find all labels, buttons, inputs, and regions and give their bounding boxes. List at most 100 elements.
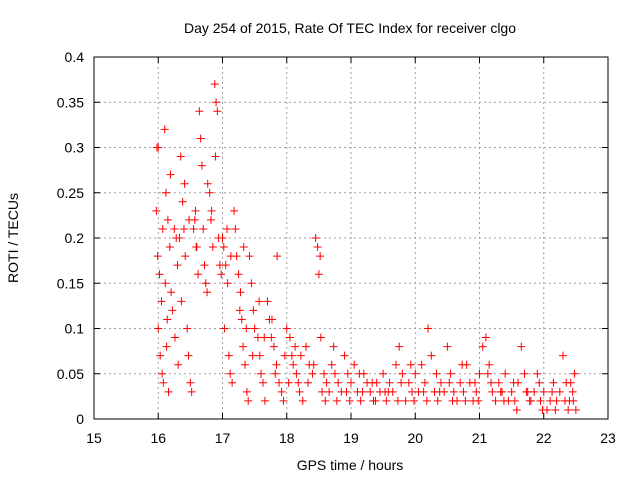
data-point-marker [517, 342, 526, 351]
data-point-marker [186, 378, 195, 387]
chart-title: Day 254 of 2015, Rate Of TEC Index for r… [184, 20, 516, 36]
x-tick-label: 20 [407, 430, 423, 446]
data-point-marker [459, 387, 468, 396]
data-point-marker [342, 387, 351, 396]
data-point-marker [285, 333, 294, 342]
data-point-marker [289, 360, 298, 369]
data-point-marker [345, 396, 354, 405]
data-point-marker [208, 243, 217, 252]
x-tick-label: 16 [150, 430, 166, 446]
data-point-marker [507, 387, 516, 396]
data-point-marker [263, 297, 272, 306]
data-point-marker [159, 378, 168, 387]
data-point-marker [509, 378, 518, 387]
data-point-marker [189, 224, 198, 233]
data-point-marker [535, 378, 544, 387]
data-point-marker [234, 270, 243, 279]
data-point-marker [165, 243, 174, 252]
data-point-marker [174, 360, 183, 369]
data-point-marker [195, 107, 204, 116]
data-point-marker [201, 279, 210, 288]
x-tick-label: 15 [86, 430, 102, 446]
data-point-marker [551, 405, 560, 414]
data-point-marker [218, 234, 227, 242]
data-point-marker [155, 270, 164, 279]
data-point-marker [152, 206, 161, 215]
y-tick-label: 0.1 [65, 321, 85, 337]
data-point-marker [404, 378, 413, 387]
data-point-marker [219, 243, 228, 252]
data-point-marker [487, 378, 496, 387]
data-point-marker [236, 288, 245, 297]
data-point-marker [471, 378, 480, 387]
data-point-marker [291, 342, 300, 351]
data-point-marker [458, 360, 467, 369]
data-point-marker [420, 378, 429, 387]
data-point-marker [183, 324, 192, 333]
x-tick-label: 18 [279, 430, 295, 446]
data-point-marker [242, 387, 251, 396]
data-point-marker [180, 179, 189, 188]
grid [94, 57, 608, 419]
data-point-marker [273, 252, 282, 261]
axis-ticks: 15 16 17 18 19 20 21 22 23 0 0.05 0.1 0.15 0.2 0.25 0.3… [57, 49, 616, 446]
data-point-marker [472, 387, 481, 396]
data-point-marker [275, 378, 284, 387]
data-point-marker [175, 234, 184, 242]
data-point-marker [570, 369, 579, 378]
data-point-marker [427, 351, 436, 360]
data-point-marker [298, 396, 307, 405]
data-point-marker [446, 369, 455, 378]
data-point-marker [488, 387, 497, 396]
data-point-marker [224, 351, 233, 360]
data-point-marker [168, 306, 177, 315]
data-point-marker [292, 369, 301, 378]
data-point-marker [267, 315, 276, 324]
data-point-marker [258, 378, 267, 387]
data-point-marker [520, 369, 529, 378]
data-point-marker [176, 152, 185, 161]
data-point-marker [260, 333, 269, 342]
data-point-marker [436, 378, 445, 387]
data-point-marker [379, 369, 388, 378]
data-point-marker [343, 369, 352, 378]
data-point-marker [481, 333, 490, 342]
x-tick-label: 23 [600, 430, 616, 446]
data-point-marker [206, 215, 215, 224]
data-point-marker [501, 369, 510, 378]
data-point-marker [295, 387, 304, 396]
data-point-marker [411, 369, 420, 378]
data-point-marker [199, 224, 208, 233]
data-point-marker [381, 387, 390, 396]
data-point-marker [499, 396, 508, 405]
data-point-marker [203, 179, 212, 188]
data-point-marker [162, 342, 171, 351]
data-point-marker [260, 396, 269, 405]
data-point-marker [277, 387, 286, 396]
data-point-marker [512, 405, 521, 414]
data-point-marker [167, 288, 176, 297]
data-point-marker [569, 396, 578, 405]
data-point-marker [231, 224, 240, 233]
data-point-marker [347, 378, 355, 387]
data-point-marker [398, 369, 407, 378]
data-point-marker [255, 351, 264, 360]
data-point-marker [445, 378, 454, 387]
data-point-marker [235, 306, 244, 315]
data-point-marker [510, 396, 519, 405]
data-point-marker [287, 351, 296, 360]
data-point-marker [564, 405, 573, 414]
data-point-marker [475, 369, 484, 378]
data-point-marker [522, 387, 531, 396]
data-markers [152, 80, 580, 414]
data-point-marker [548, 387, 557, 396]
data-point-marker [334, 378, 343, 387]
data-point-marker [161, 279, 170, 288]
data-point-marker [282, 324, 291, 333]
y-tick-label: 0.15 [57, 275, 84, 291]
data-point-marker [366, 387, 375, 396]
data-point-marker [424, 324, 433, 333]
data-point-marker [267, 333, 276, 342]
data-point-marker [178, 197, 187, 206]
